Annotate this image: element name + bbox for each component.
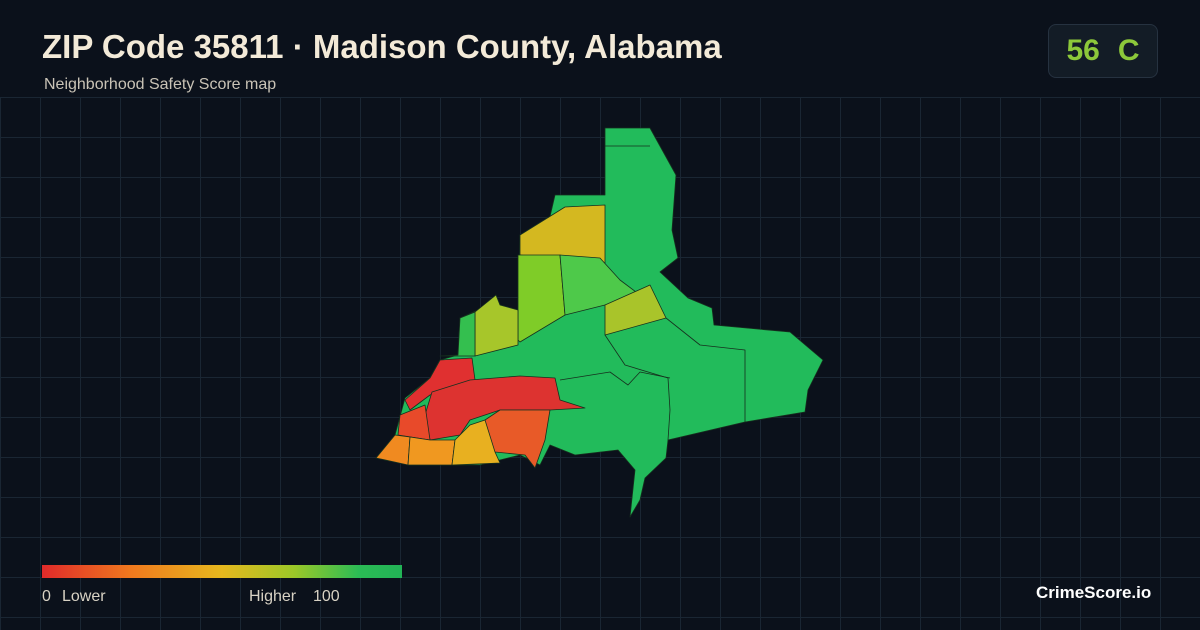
map-region	[375, 434, 411, 466]
map-border	[559, 371, 671, 386]
score: 56	[1066, 34, 1100, 67]
legend-high-label: Higher	[249, 588, 297, 605]
map-region	[604, 284, 667, 336]
grade: C	[1117, 34, 1140, 67]
legend-gradient	[42, 565, 402, 578]
subtitle: Neighborhood Safety Score map	[44, 76, 277, 93]
map-region	[519, 204, 606, 266]
legend-max: 100	[313, 588, 340, 605]
map-region	[474, 294, 519, 357]
brand: CrimeScore.io	[1036, 583, 1152, 602]
score-badge: 56 C	[1048, 24, 1158, 78]
map-border	[665, 317, 746, 422]
map-region	[451, 419, 501, 466]
zip-map	[375, 127, 824, 518]
legend-min: 0	[42, 588, 51, 605]
map-region	[439, 311, 476, 357]
map-region	[407, 436, 456, 466]
legend-low-label: Lower	[62, 588, 106, 605]
title: ZIP Code 35811 · Madison County, Alabama	[42, 28, 722, 65]
